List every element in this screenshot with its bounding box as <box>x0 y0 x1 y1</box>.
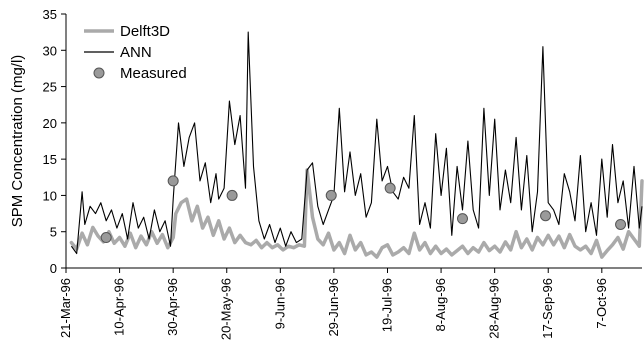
y-tick-label: 30 <box>43 43 57 58</box>
measured-point <box>325 189 337 201</box>
measured-point <box>100 232 112 244</box>
x-tick-label: 7-Oct-96 <box>594 278 609 329</box>
measured-point <box>457 213 469 225</box>
x-axis: 21-Mar-96 10-Apr-96 30-Apr-96 20-May-96 9-Ju… <box>58 267 642 340</box>
x-tick-label: 21-Mar-96 <box>58 278 73 338</box>
series-line-ann <box>70 31 643 255</box>
y-tick-label: 20 <box>43 116 57 131</box>
measured-point <box>167 175 179 187</box>
y-tick-label: 10 <box>43 188 57 203</box>
y-tick-label: 25 <box>43 80 57 95</box>
legend-swatch-measured <box>93 67 105 79</box>
x-tick-label: 30-Apr-96 <box>165 278 180 336</box>
y-tick-label: 15 <box>43 152 57 167</box>
measured-point <box>384 182 396 194</box>
y-tick-label: 5 <box>50 225 57 240</box>
y-axis: 0 5 10 15 20 25 30 35 <box>43 7 67 276</box>
plot-area <box>69 31 644 259</box>
x-tick-label: 28-Aug-96 <box>487 278 502 339</box>
legend: Delft3D ANN Measured <box>84 23 187 82</box>
y-tick-label: 35 <box>43 7 57 22</box>
series-line-delft3d <box>69 168 644 259</box>
measured-point <box>226 189 238 201</box>
y-axis-title: SPM Concentration (mg/l) <box>9 55 26 228</box>
x-tick-label: 20-May-96 <box>219 278 234 340</box>
measured-point <box>615 218 627 230</box>
legend-label-delft3d: Delft3D <box>120 23 170 40</box>
measured-point <box>540 210 552 222</box>
x-tick-label: 29-Jun-96 <box>326 278 341 337</box>
x-tick-label: 19-Jul-96 <box>379 278 394 332</box>
legend-label-measured: Measured <box>120 65 187 82</box>
x-tick-label: 10-Apr-96 <box>112 278 127 336</box>
x-tick-label: 9-Jun-96 <box>272 278 287 329</box>
y-tick-label: 0 <box>50 261 57 276</box>
x-tick-label: 8-Aug-96 <box>433 278 448 331</box>
x-tick-label: 17-Sep-96 <box>540 278 555 339</box>
legend-label-ann: ANN <box>120 44 152 61</box>
